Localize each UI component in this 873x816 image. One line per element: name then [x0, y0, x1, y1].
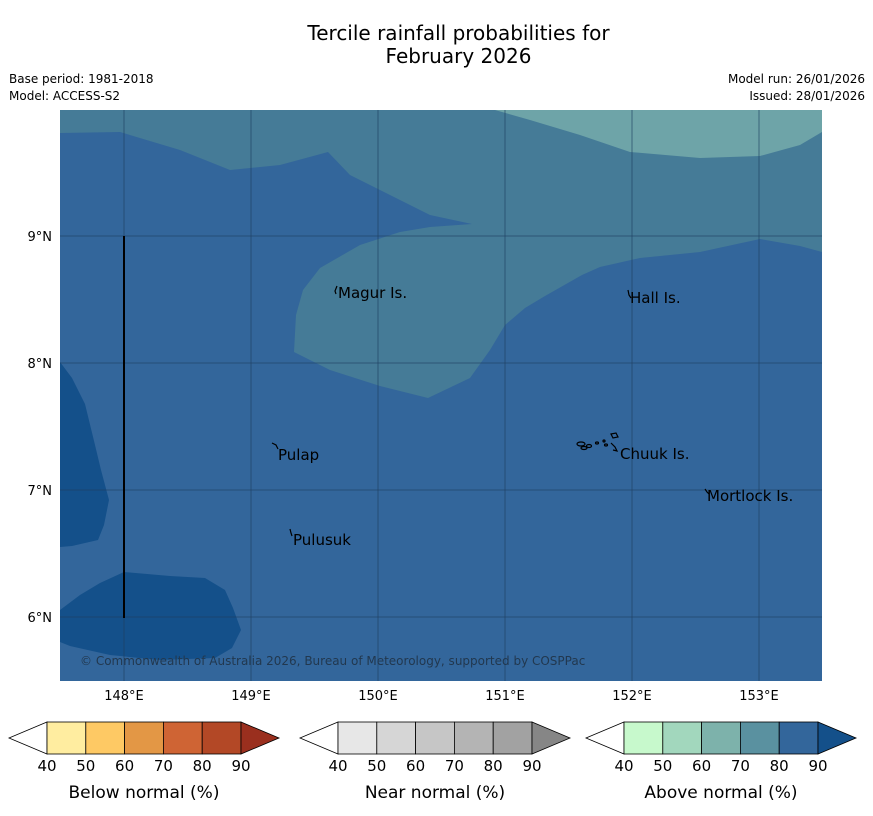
colorbar-tick-label: 40: [37, 757, 56, 775]
graticule: [60, 110, 822, 681]
lon-label-152e: 152°E: [612, 689, 652, 704]
island-chuuk: [576, 432, 619, 452]
colorbar-segment: [337, 721, 378, 755]
meta-left: Base period: 1981-2018 Model: ACCESS-S2: [9, 71, 154, 105]
lon-label-153e: 153°E: [739, 689, 779, 704]
colorbar-title: Above normal (%): [644, 783, 797, 803]
colorbar-tick-label: 50: [367, 757, 386, 775]
colorbar-title: Below normal (%): [69, 783, 220, 803]
meta-right: Model run: 26/01/2026 Issued: 28/01/2026: [728, 71, 865, 105]
region-above-80: [60, 132, 822, 681]
colorbar-tick-label: 60: [115, 757, 134, 775]
colorbar-below-normal: 40 50 60 70 80 90 Below normal (%): [7, 721, 281, 803]
colorbar-segment: [778, 721, 819, 755]
colorbar-tick-label: 70: [731, 757, 750, 775]
colorbar-segment: [740, 721, 780, 755]
colorbar-tick-label: 70: [445, 757, 464, 775]
colorbar-segment: [201, 721, 242, 755]
island-hall: [627, 289, 632, 299]
lon-label-148e: 148°E: [104, 689, 144, 704]
colorbar-tick-label: 50: [76, 757, 95, 775]
colorbar-segment: [162, 721, 203, 755]
lon-label-149e: 149°E: [231, 689, 271, 704]
colorbar-tick-label: 70: [154, 757, 173, 775]
lat-label-6n: 6°N: [28, 611, 53, 626]
latitude-labels: 9°N 8°N 7°N 6°N: [28, 230, 53, 626]
lon-label-150e: 150°E: [358, 689, 398, 704]
place-magur: Magur Is.: [338, 284, 407, 302]
copyright-notice: © Commonwealth of Australia 2026, Bureau…: [80, 654, 585, 668]
colorbar-segment: [623, 721, 664, 755]
colorbar-tick-label: 50: [653, 757, 672, 775]
colorbar-segment: [85, 721, 126, 755]
colorbar-high-extension: [817, 721, 858, 755]
place-mortlock: Mortlock Is.: [707, 487, 793, 505]
place-hall: Hall Is.: [630, 289, 681, 307]
colorbar-low-extension: [584, 721, 625, 755]
lat-label-8n: 8°N: [28, 357, 53, 372]
colorbar-tick-label: 90: [808, 757, 827, 775]
title-line-1: Tercile rainfall probabilities for: [307, 21, 610, 45]
colorbar-tick-label: 80: [193, 757, 212, 775]
colorbar-segment: [415, 721, 455, 755]
colorbar-segment: [701, 721, 741, 755]
colorbar-segment: [124, 721, 164, 755]
chart-title: Tercile rainfall probabilities for Febru…: [0, 22, 873, 68]
island-pulusuk: [289, 528, 293, 537]
colorbar-segment: [376, 721, 416, 755]
title-line-2: February 2026: [385, 44, 532, 68]
lat-label-7n: 7°N: [28, 484, 53, 499]
island-mortlock: [704, 488, 710, 495]
colorbar-low-extension: [298, 721, 339, 755]
lon-label-151e: 151°E: [485, 689, 525, 704]
place-pulap: Pulap: [278, 446, 319, 464]
colorbar-tick-label: 90: [522, 757, 541, 775]
region-above-90-southwest: [60, 572, 241, 660]
colorbar-above-normal: 40 50 60 70 80 90 Above normal (%): [584, 721, 858, 803]
longitude-labels: 148°E 149°E 150°E 151°E 152°E 153°E: [104, 689, 779, 704]
colorbar-high-extension: [240, 721, 281, 755]
colorbar-tick-label: 80: [770, 757, 789, 775]
model-name: Model: ACCESS-S2: [9, 89, 121, 103]
probability-map[interactable]: Magur Is. Hall Is. Pulap Chuuk Is. Mortl…: [60, 110, 822, 681]
island-pulap: [271, 442, 279, 450]
colorbar-tick-label: 40: [328, 757, 347, 775]
colorbar-tick-label: 60: [406, 757, 425, 775]
colorbar-tick-label: 90: [231, 757, 250, 775]
colorbar-tick-label: 80: [484, 757, 503, 775]
colorbar-segment: [453, 721, 494, 755]
issued-date: Issued: 28/01/2026: [749, 89, 865, 103]
place-pulusuk: Pulusuk: [293, 531, 351, 549]
model-run: Model run: 26/01/2026: [727, 72, 865, 86]
region-above-60: [495, 110, 822, 158]
lat-label-9n: 9°N: [28, 230, 53, 245]
island-magur: [334, 285, 338, 295]
base-period: Base period: 1981-2018: [9, 72, 154, 86]
colorbar-low-extension: [7, 721, 48, 755]
colorbar-segment: [492, 721, 533, 755]
island-outlines: [271, 285, 710, 537]
colorbar-segment: [46, 721, 87, 755]
place-labels: Magur Is. Hall Is. Pulap Chuuk Is. Mortl…: [278, 284, 793, 549]
place-chuuk: Chuuk Is.: [620, 445, 689, 463]
region-above-90-west: [60, 362, 109, 547]
colorbar-title: Near normal (%): [365, 783, 505, 803]
colorbar-high-extension: [531, 721, 572, 755]
colorbar-tick-label: 60: [692, 757, 711, 775]
colorbar-near-normal: 40 50 60 70 80 90 Near normal (%): [298, 721, 572, 803]
colorbar-tick-label: 40: [614, 757, 633, 775]
colorbar-segment: [662, 721, 702, 755]
